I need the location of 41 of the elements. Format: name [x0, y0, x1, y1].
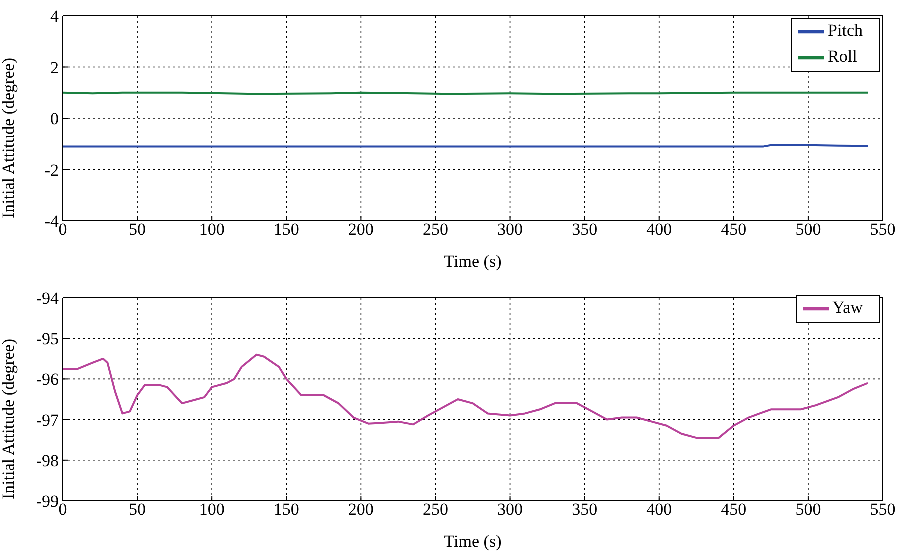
x-tick-label: 450: [721, 220, 747, 240]
y-tick-label: -94: [36, 289, 60, 308]
x-tick-label: 250: [422, 500, 448, 520]
y-tick-label: 2: [50, 58, 59, 78]
x-tick-label: 50: [129, 500, 146, 520]
line-series: [63, 354, 870, 440]
x-tick-label: 100: [199, 500, 225, 520]
x-axis-title: Time (s): [444, 532, 502, 551]
legend-label: Yaw: [832, 298, 863, 317]
legend-label: Roll: [828, 46, 858, 66]
y-tick-label: -2: [44, 160, 59, 180]
y-tick-label: 0: [50, 110, 59, 129]
x-tick-label: 450: [721, 500, 747, 520]
x-tick-label: 300: [498, 220, 524, 240]
y-tick-label: -95: [36, 330, 59, 349]
x-tick-label: 250: [422, 220, 448, 240]
x-tick-label: 150: [274, 500, 300, 520]
x-tick-label: 350: [572, 220, 598, 240]
y-tick-label: 4: [50, 7, 60, 26]
y-axis-title: Initial Attitude (degree): [0, 339, 18, 500]
y-tick-label: -96: [36, 370, 59, 390]
x-axis-title: Time (s): [444, 252, 502, 271]
x-tick-label: 550: [870, 500, 896, 520]
y-tick-label: -4: [44, 212, 60, 232]
y-tick-label: -99: [36, 492, 59, 512]
x-tick-label: 400: [646, 500, 672, 520]
y-tick-label: -98: [36, 451, 59, 470]
x-tick-label: 50: [129, 220, 146, 240]
x-tick-label: 100: [199, 220, 225, 240]
y-axis-title: Initial Attitude (degree): [0, 58, 18, 218]
y-tick-label: -97: [36, 410, 60, 430]
x-tick-label: 400: [646, 220, 672, 240]
x-tick-label: 150: [274, 220, 300, 240]
x-tick-label: 350: [572, 500, 598, 520]
x-tick-label: 550: [870, 220, 896, 240]
x-tick-label: 300: [498, 500, 524, 520]
legend-label: Pitch: [828, 20, 863, 40]
x-tick-label: 500: [796, 500, 822, 520]
x-tick-label: 500: [796, 220, 822, 240]
x-tick-label: 200: [348, 220, 374, 240]
x-tick-label: 200: [348, 500, 374, 520]
